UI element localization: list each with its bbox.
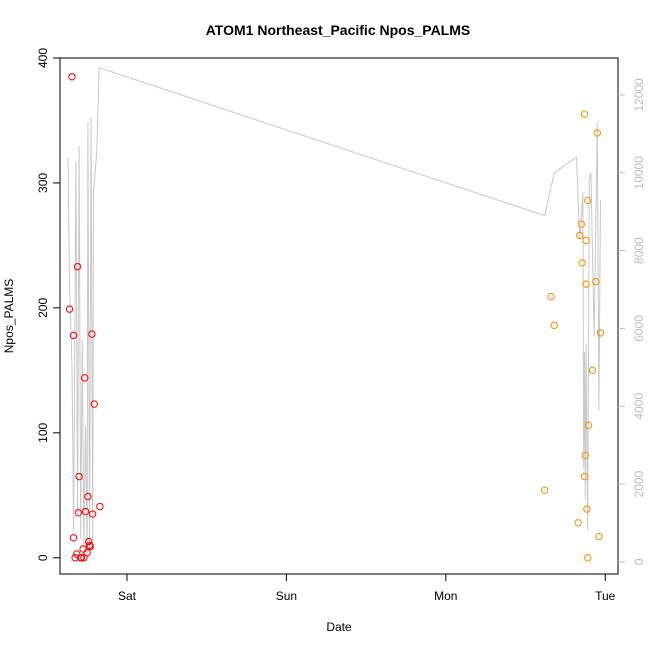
data-point — [88, 510, 97, 518]
data-point — [588, 366, 597, 375]
data-point — [79, 545, 87, 553]
x-tick-label: Mon — [434, 589, 457, 603]
y2-tick-label: 6000 — [632, 315, 646, 342]
data-point — [580, 472, 589, 481]
x-tick-label: Sun — [276, 589, 297, 603]
data-point — [583, 505, 591, 513]
data-point — [540, 486, 549, 494]
data-point — [84, 492, 92, 501]
data-point — [584, 196, 592, 205]
left-axis: 0 100 200 300 400 — [36, 48, 60, 561]
y2-tick-label: 2000 — [632, 470, 646, 497]
data-point — [88, 330, 96, 338]
data-point — [584, 554, 592, 562]
data-point — [580, 110, 589, 118]
y2-tick-label: 10000 — [632, 156, 646, 190]
y-tick-label: 400 — [36, 48, 50, 68]
data-point — [584, 421, 593, 430]
data-point — [85, 541, 94, 549]
data-point — [576, 231, 584, 240]
data-point — [596, 329, 605, 337]
series-points — [65, 73, 605, 562]
data-point — [577, 220, 586, 228]
data-point — [69, 534, 78, 542]
y-tick-label: 200 — [36, 298, 50, 318]
data-point — [90, 400, 98, 408]
data-point — [73, 262, 82, 271]
data-point — [574, 519, 582, 527]
data-point — [595, 532, 603, 541]
data-point — [581, 451, 590, 460]
y2-tick-label: 12000 — [632, 78, 646, 112]
data-point — [582, 236, 590, 245]
bottom-axis: Sat Sun Mon Tue — [118, 574, 616, 603]
right-axis: 0 2000 4000 6000 8000 10000 12000 — [618, 78, 646, 565]
data-point — [591, 277, 600, 286]
data-point — [593, 129, 601, 137]
data-point — [83, 549, 91, 557]
data-point — [68, 73, 76, 81]
data-point — [86, 542, 94, 551]
data-point — [582, 280, 590, 288]
chart-title: ATOM1 Northeast_Pacific Npos_PALMS — [206, 22, 471, 38]
series-line — [67, 67, 601, 555]
data-point — [69, 331, 78, 340]
y2-tick-label: 0 — [632, 558, 646, 565]
data-point — [84, 537, 93, 546]
data-point — [75, 472, 83, 481]
y-tick-label: 0 — [36, 554, 50, 561]
y2-tick-label: 4000 — [632, 393, 646, 420]
data-point — [65, 305, 74, 313]
grey-line — [67, 67, 601, 555]
data-point — [578, 259, 586, 267]
data-point — [77, 554, 86, 562]
y-axis-label: Npos_PALMS — [2, 279, 16, 353]
plot-frame — [59, 57, 619, 575]
data-point — [73, 550, 81, 558]
data-point — [81, 374, 89, 382]
data-point — [96, 502, 104, 511]
y2-tick-label: 8000 — [632, 237, 646, 264]
data-point — [547, 292, 555, 301]
x-tick-label: Sat — [118, 589, 137, 603]
y-tick-label: 100 — [36, 422, 50, 442]
x-axis-label: Date — [326, 620, 352, 634]
data-point — [81, 507, 90, 516]
data-point — [74, 509, 83, 517]
y-tick-label: 300 — [36, 173, 50, 193]
data-point — [550, 321, 558, 330]
x-tick-label: Tue — [595, 589, 616, 603]
